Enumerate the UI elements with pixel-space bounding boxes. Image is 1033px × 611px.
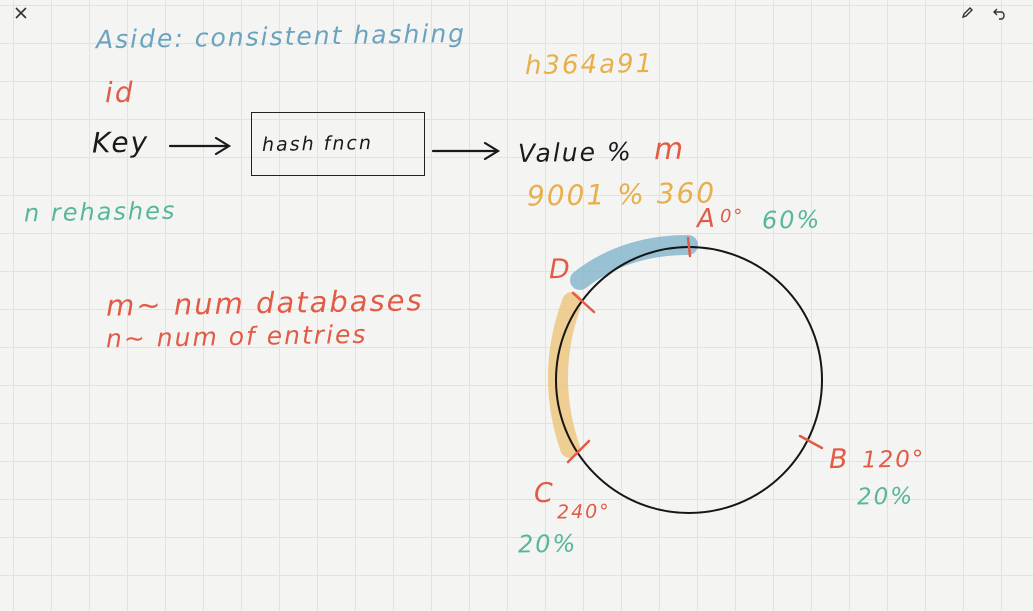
blue-highlight-arc [570,235,698,290]
node-b-percent: 20% [856,483,915,511]
arrow-hash-to-value [431,141,501,161]
tick-a [686,236,692,258]
tick-c [566,439,591,464]
close-icon[interactable] [12,4,30,22]
node-c-label: C [533,477,556,510]
tick-b [798,434,824,450]
pen-icon[interactable] [958,4,976,22]
hash-ring [555,246,823,514]
node-c-degree: 240° [556,500,611,524]
node-d-label: D [548,253,573,286]
node-b-label: B [828,443,850,476]
node-a-percent: 60% [761,205,822,235]
node-b-degree: 120° [861,446,926,474]
node-a-degree: 0° [719,205,745,228]
undo-icon[interactable] [991,4,1009,22]
gold-highlight-arc [548,292,582,458]
hash-function-box [251,112,425,176]
node-a-label: A [696,203,718,235]
tick-d [571,291,596,314]
arrow-key-to-hash [168,136,232,156]
node-c-percent: 20% [517,529,578,559]
